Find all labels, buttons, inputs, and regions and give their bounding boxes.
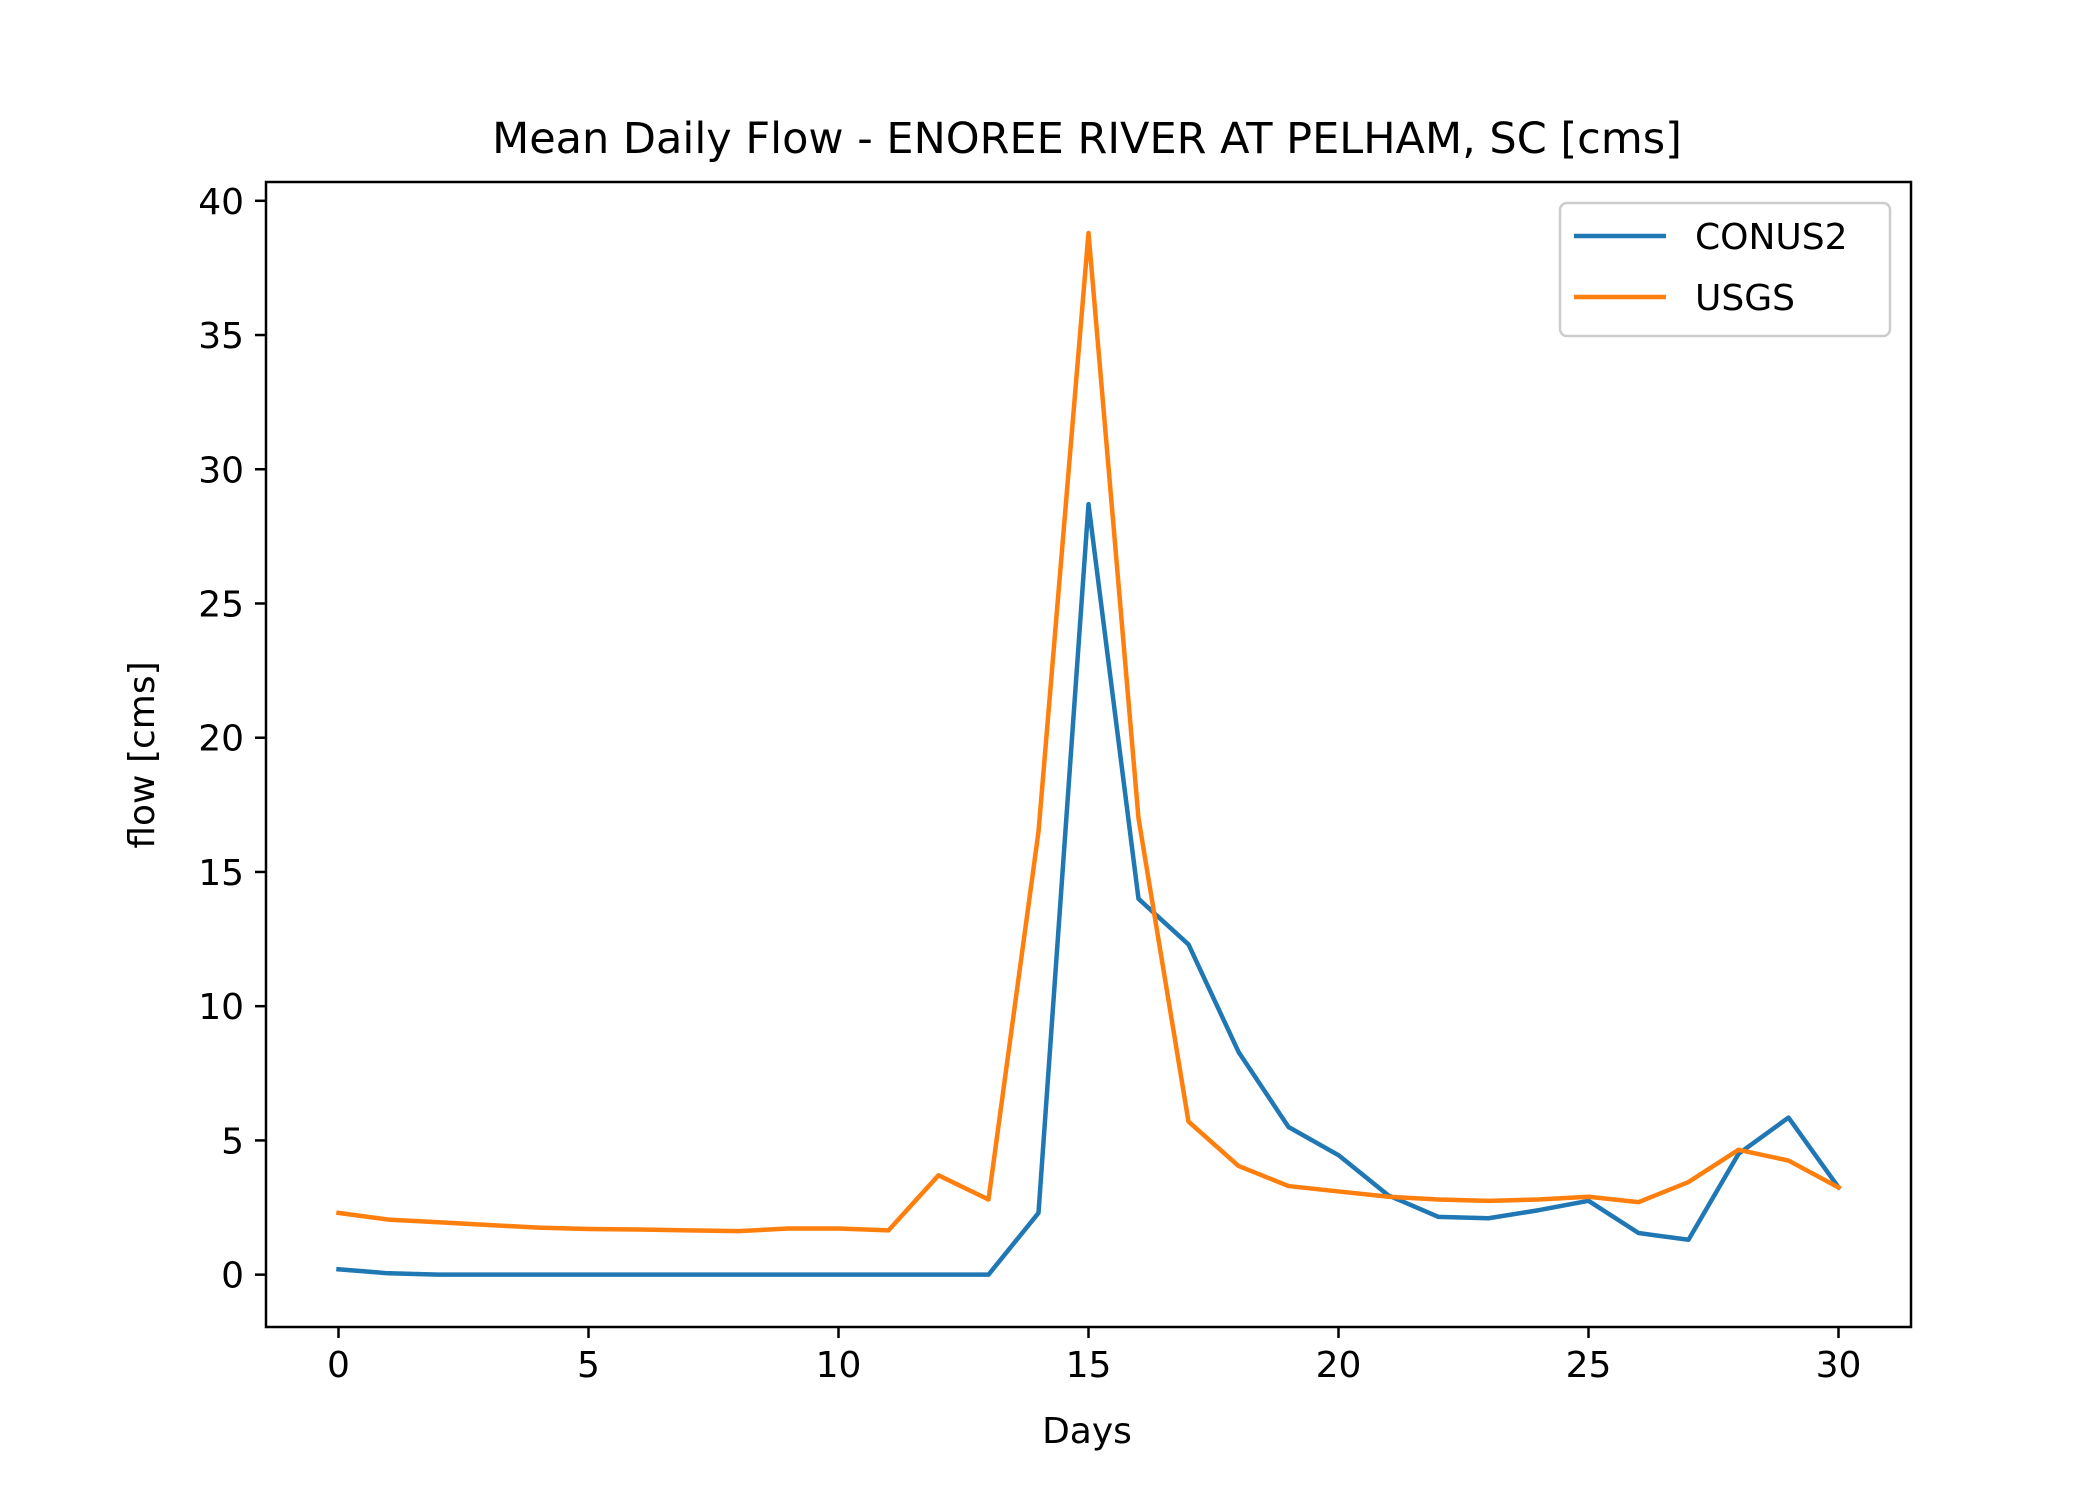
y-axis-label: flow [cms] — [122, 661, 163, 848]
y-tick-label: 40 — [198, 182, 244, 223]
y-tick-label: 35 — [198, 316, 244, 357]
y-tick-label: 20 — [198, 719, 244, 760]
legend: CONUS2 USGS — [1558, 201, 1892, 338]
x-axis: 0 5 10 15 20 25 30 — [327, 1327, 1861, 1386]
series-layer — [335, 230, 1842, 1277]
x-tick-label: 30 — [1816, 1345, 1862, 1386]
x-axis-label: Days — [1042, 1411, 1132, 1452]
x-tick-label: 25 — [1566, 1345, 1612, 1386]
x-tick-label: 0 — [327, 1345, 350, 1386]
chart-title: Mean Daily Flow - ENOREE RIVER AT PELHAM… — [492, 114, 1682, 164]
x-tick-label: 5 — [577, 1345, 600, 1386]
x-tick-label: 20 — [1316, 1345, 1362, 1386]
y-axis: 0 5 10 15 20 25 30 35 40 — [198, 182, 266, 1297]
x-tick-label: 15 — [1066, 1345, 1112, 1386]
y-tick-label: 5 — [221, 1121, 244, 1162]
y-tick-label: 25 — [198, 584, 244, 625]
series-line-conus2 — [336, 501, 1842, 1277]
x-tick-label: 10 — [816, 1345, 862, 1386]
y-tick-label: 15 — [198, 853, 244, 894]
y-tick-label: 10 — [198, 987, 244, 1028]
y-tick-label: 0 — [221, 1256, 244, 1297]
legend-label-usgs: USGS — [1695, 278, 1795, 319]
legend-label-conus2: CONUS2 — [1695, 217, 1848, 258]
y-tick-label: 30 — [198, 450, 244, 491]
series-line-usgs — [335, 230, 1842, 1234]
